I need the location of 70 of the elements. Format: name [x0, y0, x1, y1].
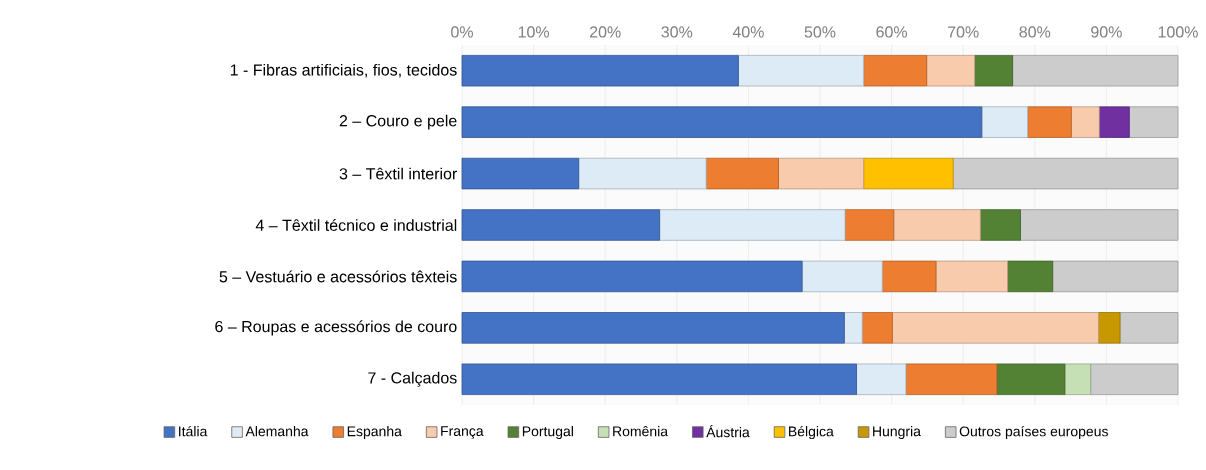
- bar: [461, 106, 983, 138]
- y-tick-label: 4 – Têxtil técnico e industrial: [255, 219, 457, 231]
- bar: [856, 363, 907, 396]
- bar: [863, 54, 928, 87]
- bar: [996, 363, 1066, 396]
- bar: [737, 54, 865, 87]
- bar: [893, 209, 981, 241]
- bar: [891, 312, 1099, 344]
- bar: [778, 157, 865, 190]
- legend-label: França: [441, 426, 484, 439]
- legend-label: Outros países europeus: [959, 425, 1108, 440]
- bar: [1098, 106, 1130, 138]
- bar: [844, 209, 895, 241]
- legend-label: Alemanha: [245, 425, 309, 437]
- bar: [461, 260, 803, 293]
- x-tick-label: 60%: [876, 26, 908, 38]
- bar: [981, 106, 1029, 138]
- legend-label: Espanha: [347, 425, 402, 440]
- y-tick-label: 5 – Vestuário e acessórios têxteis: [219, 270, 457, 283]
- legend-label: Áustria: [706, 425, 750, 438]
- legend-label: Itália: [179, 425, 208, 437]
- y-tick-label: 7 - Calçados: [368, 371, 457, 387]
- bar: [801, 260, 883, 293]
- bar: [952, 157, 1179, 190]
- bar: [1119, 312, 1179, 344]
- bar: [705, 157, 779, 190]
- bar: [461, 363, 857, 396]
- bar: [881, 260, 937, 293]
- x-tick-label: 20%: [589, 26, 621, 38]
- x-tick-label: 90%: [1091, 26, 1122, 38]
- bar: [461, 54, 739, 87]
- bar: [1007, 260, 1054, 293]
- bar: [1012, 54, 1179, 87]
- x-tick-label: 80%: [1019, 26, 1051, 38]
- x-tick-label: 40%: [732, 26, 764, 38]
- legend-label: Bélgica: [789, 425, 834, 440]
- bar: [1020, 209, 1179, 241]
- x-tick-label: 70%: [948, 26, 979, 38]
- legend-label: Portugal: [522, 425, 573, 440]
- bar: [1070, 106, 1100, 138]
- y-tick-label: 2 – Couro e pele: [339, 114, 457, 130]
- bar: [578, 157, 707, 190]
- x-tick-label: 30%: [661, 26, 693, 38]
- bar: [863, 157, 954, 190]
- legend-label: Hungria: [873, 425, 921, 440]
- bar: [905, 363, 998, 396]
- y-tick-label: 6 – Roupas e acessórios de couro: [215, 320, 457, 336]
- bar: [1090, 363, 1179, 396]
- legend-label: Romênia: [613, 425, 669, 437]
- bar: [1027, 106, 1072, 138]
- x-tick-label: 10%: [518, 26, 550, 38]
- bar: [843, 312, 863, 344]
- bar: [1064, 363, 1092, 396]
- bar: [861, 312, 893, 344]
- bar: [461, 157, 580, 190]
- bar: [926, 54, 976, 87]
- y-tick-label: 1 - Fibras artificiais, fios, tecidos: [230, 63, 457, 78]
- bar: [974, 54, 1013, 87]
- bar: [461, 312, 845, 344]
- bar: [1128, 106, 1179, 138]
- x-tick-label: 0%: [451, 26, 473, 38]
- bar: [659, 209, 846, 241]
- bar: [935, 260, 1008, 293]
- bar: [461, 209, 661, 241]
- bar: [1098, 312, 1121, 344]
- bar: [979, 209, 1021, 241]
- y-tick-label: 3 – Têxtil interior: [339, 167, 457, 180]
- x-tick-label: 50%: [804, 26, 836, 38]
- bar: [1052, 260, 1179, 293]
- x-tick-label: 100%: [1158, 26, 1198, 38]
